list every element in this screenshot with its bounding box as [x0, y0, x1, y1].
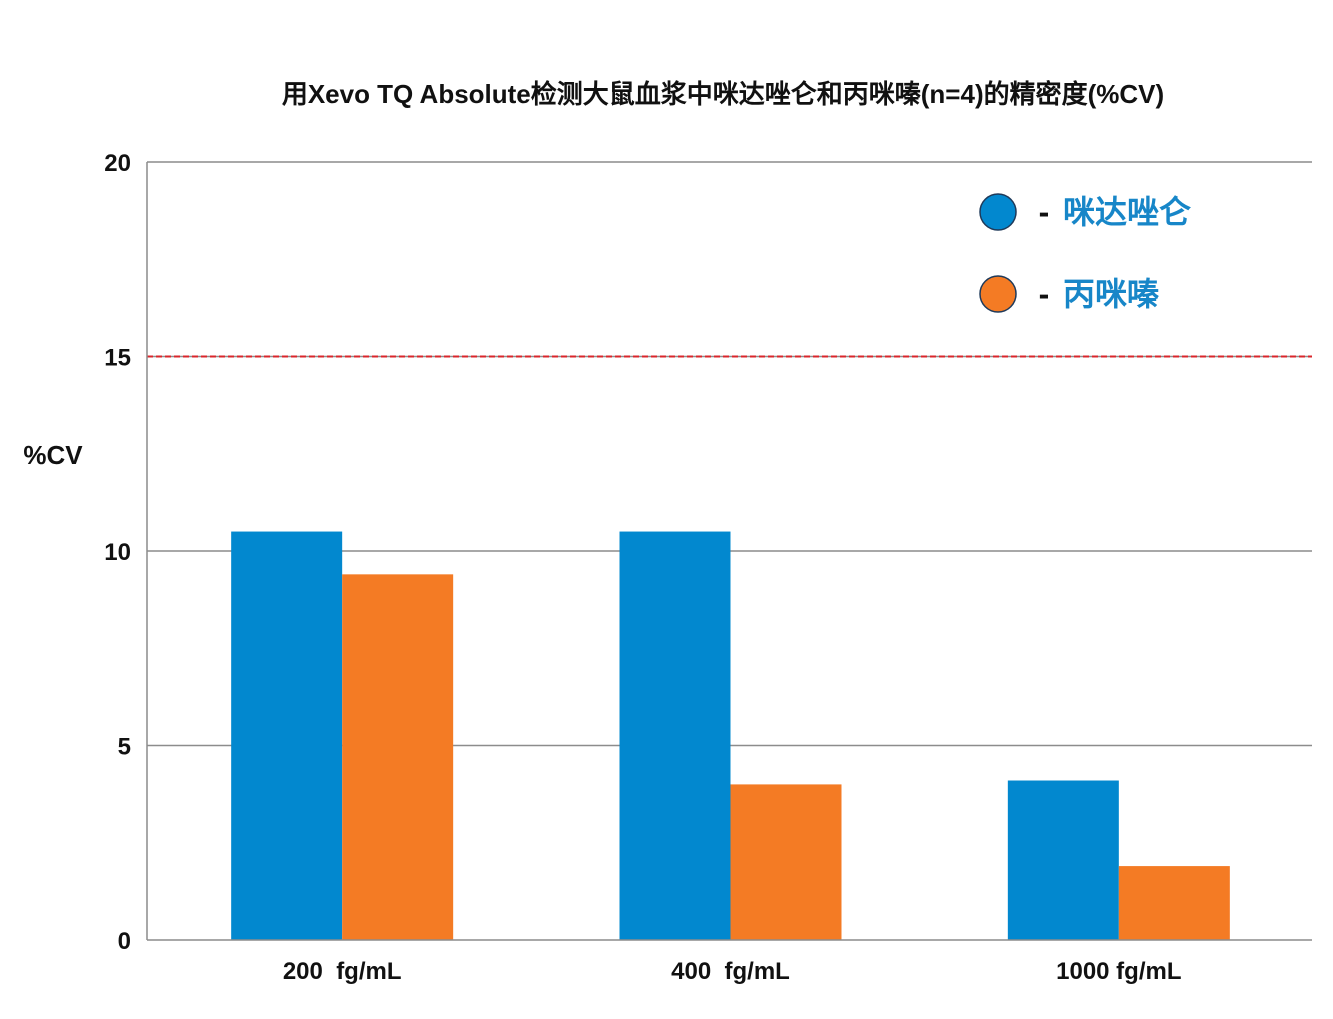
- y-tick-label-0: 0: [118, 928, 131, 955]
- y-tick-label-20: 20: [104, 150, 131, 177]
- x-tick-label-3: 1000 fg/mL: [1056, 958, 1181, 985]
- bar-1-2: [619, 531, 731, 940]
- y-tick-label-10: 10: [104, 539, 131, 566]
- y-tick-label-15: 15: [104, 345, 131, 372]
- x-tick-label-1: 200 fg/mL: [283, 958, 402, 985]
- bar-2-3: [1118, 866, 1230, 940]
- bar-1-1: [231, 531, 343, 940]
- legend-swatch-2: [979, 275, 1017, 313]
- legend: - 咪达唑仑- 丙咪嗪: [979, 193, 1191, 313]
- x-tick-label-2: 400 fg/mL: [671, 958, 790, 985]
- chart-title: 用Xevo TQ Absolute检测大鼠血浆中咪达唑仑和丙咪嗪(n=4)的精密…: [282, 79, 1164, 109]
- bar-2-1: [342, 574, 454, 940]
- legend-label-2: 丙咪嗪: [1063, 276, 1159, 312]
- legend-separator-1: -: [1039, 194, 1050, 230]
- bar-2-2: [730, 784, 842, 940]
- legend-separator-2: -: [1039, 276, 1050, 312]
- legend-label-1: 咪达唑仑: [1063, 194, 1191, 230]
- axes: [146, 162, 1312, 941]
- y-tick-labels: 0 5 10 15 20: [104, 150, 131, 955]
- bars: [231, 531, 1230, 940]
- y-axis-label: %CV: [23, 440, 83, 470]
- y-tick-label-5: 5: [118, 734, 131, 761]
- bar-1-3: [1007, 780, 1119, 940]
- x-category-labels: 200 fg/mL 400 fg/mL 1000 fg/mL: [283, 958, 1182, 985]
- legend-swatch-1: [979, 193, 1017, 231]
